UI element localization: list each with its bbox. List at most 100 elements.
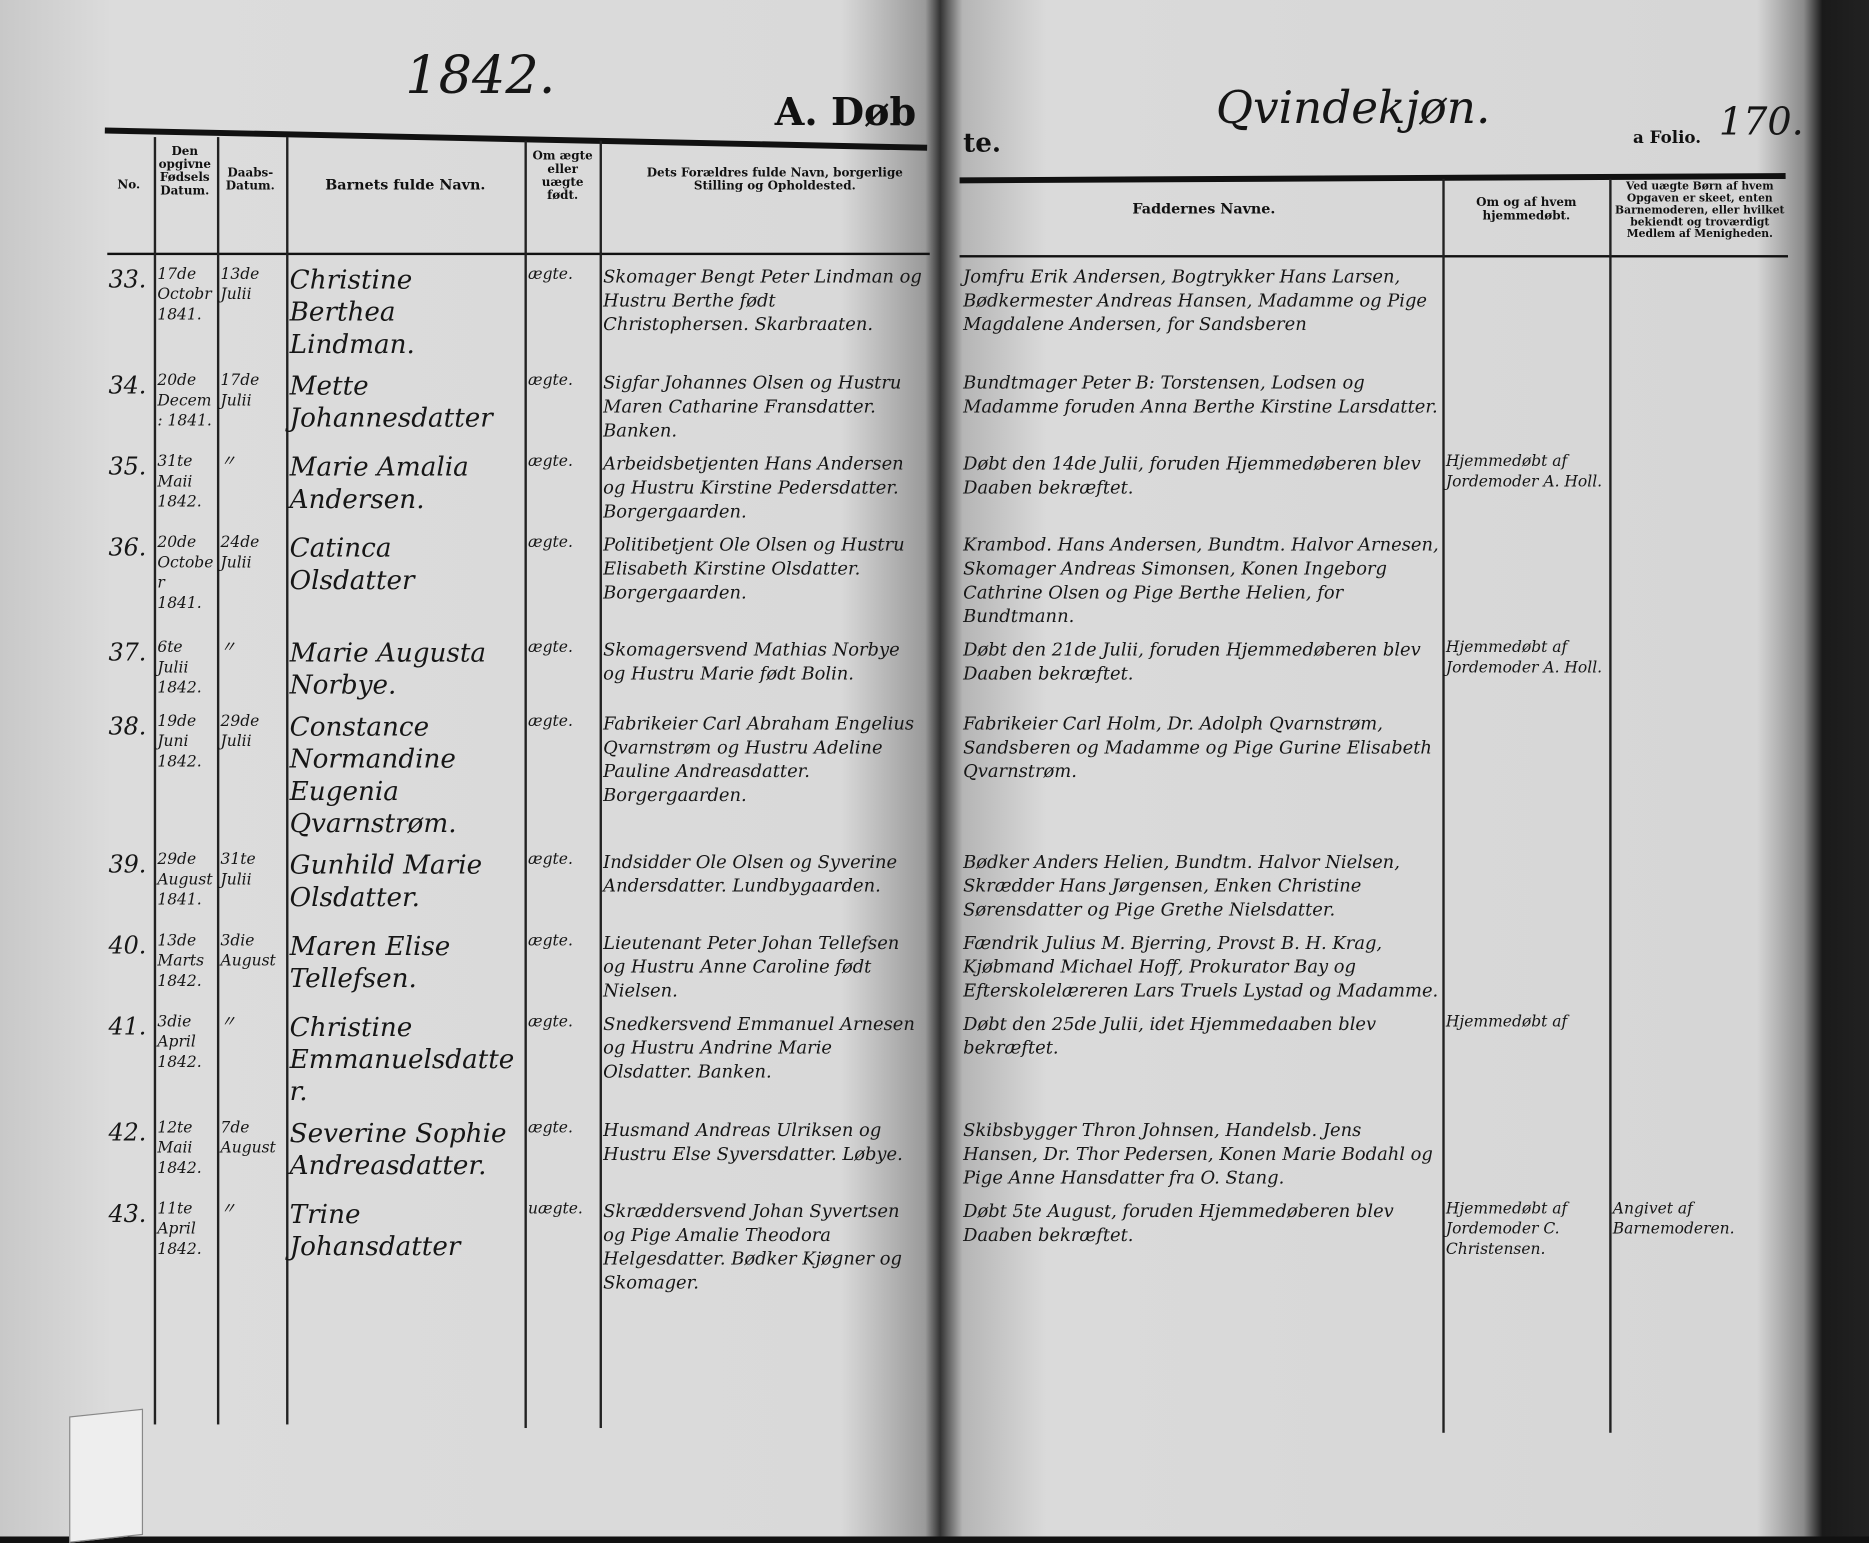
entry-parents: Snedkersvend Emmanuel Arnesen og Hustru …	[603, 1013, 915, 1083]
entry-no: 39.	[108, 849, 147, 879]
entry-parents: Arbeidsbetjenten Hans Andersen og Hustru…	[603, 452, 904, 523]
entry-legit: ægte.	[528, 932, 573, 951]
entry-legit: uægte.	[528, 1200, 583, 1219]
entry-home	[1442, 850, 1609, 922]
entry-legit: ægte.	[528, 638, 573, 657]
register-entry: 40. 13de Marts 1842. 3die August Maren Elis…	[105, 931, 1788, 1012]
entry-home	[1442, 533, 1609, 628]
entry-baptism: 〃	[220, 638, 237, 657]
entry-no: 34.	[108, 370, 147, 400]
register-entry: 34. 20de Decem: 1841. 17de Julii Mette Joha…	[105, 371, 1788, 452]
entry-home	[1442, 712, 1609, 841]
entry-legit: ægte.	[528, 1119, 573, 1138]
gutter-spacer	[930, 850, 960, 922]
entry-birth: 31te Maii 1842.	[157, 452, 202, 512]
entry-name: Christine Emmanuelsdatter.	[289, 1013, 515, 1108]
entry-note	[1609, 638, 1788, 702]
entry-sponsors: Fændrik Julius M. Bjerring, Provst B. H.…	[963, 932, 1439, 1002]
entry-note	[1609, 712, 1788, 841]
gutter-spacer	[930, 1118, 960, 1190]
entry-baptism: 〃	[220, 1013, 237, 1032]
entry-name: Trine Johansdatter	[289, 1200, 461, 1263]
entry-no: 38.	[108, 711, 147, 741]
entry-name: Mette Johannesdatter	[289, 371, 493, 434]
entry-baptism: 3die August	[220, 932, 276, 971]
entry-baptism: 24de Julii	[220, 534, 260, 573]
entry-note	[1609, 533, 1788, 628]
col-header-parents: Dets Forældres fulde Navn, borgerlige St…	[646, 166, 903, 194]
entry-birth: 3die April 1842.	[157, 1013, 202, 1072]
col-header-legitimacy: Om ægte eller uægte født.	[532, 150, 593, 203]
entry-note: Angivet af Barnemoderen.	[1612, 1200, 1735, 1239]
entry-baptism: 7de August	[220, 1119, 276, 1158]
entry-sponsors: Bundtmager Peter B: Torstensen, Lodsen o…	[963, 371, 1438, 418]
folio-label: a Folio.	[1633, 128, 1702, 148]
entry-name: Catinca Olsdatter	[289, 534, 415, 596]
register-entry: 39. 29de August 1841. 31te Julii Gunhild Ma…	[105, 850, 1788, 931]
subheader-rule-right	[959, 255, 1788, 258]
entry-home	[1442, 931, 1609, 1003]
entry-note	[1609, 850, 1788, 922]
register-entry: 41. 3die April 1842. 〃 Christine Emmanuelsd…	[105, 1012, 1788, 1118]
entry-birth: 11te April 1842.	[157, 1200, 202, 1259]
entry-no: 41.	[108, 1012, 147, 1041]
entry-note	[1609, 371, 1788, 443]
entry-baptism: 〃	[220, 452, 237, 471]
entry-home: Hjemmedøbt af	[1445, 1013, 1568, 1032]
col-header-child-name: Barnets fulde Navn.	[325, 176, 486, 194]
col-divider	[524, 140, 527, 1429]
entry-name: Maren Elise Tellefsen.	[289, 932, 451, 995]
gutter-spacer	[930, 452, 960, 524]
entry-home: Hjemmedøbt af Jordemoder C. Christensen.	[1445, 1200, 1568, 1259]
entry-parents: Lieutenant Peter Johan Tellefsen og Hust…	[603, 932, 900, 1002]
col-header-no: No.	[117, 178, 141, 192]
entry-name: Marie Amalia Andersen.	[289, 452, 469, 515]
entry-birth: 6te Julii 1842.	[157, 638, 202, 698]
register-entry: 36. 20de October 1841. 24de Julii Catinca O…	[105, 533, 1788, 638]
entry-sponsors: Døbt den 21de Julii, foruden Hjemmedøber…	[963, 638, 1421, 685]
col-header-baptism: Daabs-Datum.	[225, 166, 275, 194]
entry-birth: 20de Decem: 1841.	[157, 371, 212, 431]
gutter-spacer	[930, 1199, 960, 1294]
entry-legit: ægte.	[528, 1013, 573, 1032]
entry-parents: Fabrikeier Carl Abraham Engelius Qvarnst…	[603, 712, 915, 806]
entry-no: 37.	[108, 637, 147, 667]
register-entry: 35. 31te Maii 1842. 〃 Marie Amalia Andersen…	[105, 452, 1788, 533]
entry-sponsors: Døbt 5te August, foruden Hjemmedøberen b…	[963, 1200, 1394, 1246]
section-title-left: A. Døb	[774, 89, 917, 135]
gutter-spacer	[930, 371, 960, 443]
entry-home	[1442, 1118, 1609, 1190]
entry-legit: ægte.	[528, 371, 573, 390]
entry-baptism: 31te Julii	[220, 851, 256, 890]
entry-baptism: 〃	[220, 1200, 237, 1219]
gutter-spacer	[930, 931, 960, 1003]
register-entry: 38. 19de Juni 1842. 29de Julii Constance No…	[105, 712, 1788, 850]
entry-legit: ægte.	[528, 534, 573, 552]
entry-parents: Politibetjent Ole Olsen og Hustru Elisab…	[603, 534, 905, 604]
entry-name: Marie Augusta Norbye.	[289, 638, 487, 701]
col-divider	[286, 137, 289, 1425]
register-entry: 43. 11te April 1842. 〃 Trine Johansdatter uæ…	[105, 1199, 1788, 1304]
gutter-spacer	[930, 533, 960, 628]
entry-parents: Sigfar Johannes Olsen og Hustru Maren Ca…	[603, 371, 902, 442]
entry-sponsors: Bødker Anders Helien, Bundtm. Halvor Nie…	[963, 851, 1400, 921]
entry-name: Severine Sophie Andreasdatter.	[289, 1119, 507, 1182]
entry-no: 35.	[108, 451, 147, 481]
entry-birth: 20de October 1841.	[157, 534, 214, 613]
gutter-spacer	[930, 638, 960, 702]
entry-note	[1609, 265, 1788, 362]
register-entry: 37. 6te Julii 1842. 〃 Marie Augusta Norbye.…	[105, 638, 1788, 712]
col-divider	[153, 137, 157, 1425]
entry-birth: 17de Octobr 1841.	[157, 265, 212, 325]
entry-no: 40.	[108, 930, 147, 960]
entry-name: Gunhild Marie Olsdatter.	[289, 851, 483, 914]
entry-no: 43.	[108, 1199, 147, 1228]
entry-parents: Skomagersvend Mathias Norbye og Hustru M…	[603, 638, 900, 685]
section-title-right: te.	[963, 127, 1002, 159]
col-header-sponsors: Faddernes Navne.	[1132, 200, 1276, 217]
entry-legit: ægte.	[528, 265, 573, 284]
entry-home: Hjemmedøbt af Jordemoder A. Holl.	[1445, 452, 1603, 492]
gender-heading: Qvindekjøn.	[1215, 81, 1491, 134]
entry-note	[1609, 1118, 1788, 1190]
